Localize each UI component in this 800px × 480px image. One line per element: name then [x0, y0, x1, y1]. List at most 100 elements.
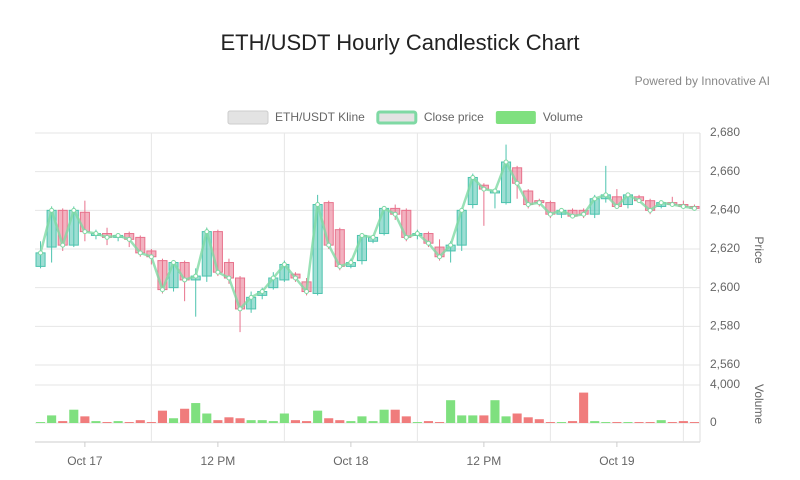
y-tick-label: 2,560 [710, 357, 740, 371]
close-point [82, 229, 88, 235]
y-axis-label: Price [752, 236, 766, 264]
volume-bar [213, 420, 223, 423]
candle-body [212, 231, 223, 273]
candle-body [79, 211, 90, 233]
volume-bar [324, 418, 334, 423]
close-line [39, 158, 695, 312]
candle-body [46, 209, 57, 248]
close-point [392, 211, 398, 217]
close-point [570, 213, 576, 219]
volume-bar [623, 422, 633, 423]
chart-subtitle: Powered by Innovative AI [635, 74, 770, 88]
volume-bar [446, 400, 456, 423]
close-point [437, 254, 443, 260]
volume-bar [301, 421, 312, 423]
volume-bar [58, 421, 68, 423]
volume-bar [534, 419, 544, 423]
volume-bar [556, 422, 567, 423]
y-tick-label: 2,640 [710, 203, 740, 217]
volume-bar [257, 420, 267, 423]
close-point [547, 211, 553, 217]
close-point [592, 196, 598, 202]
close-point [38, 250, 44, 256]
close-point [647, 207, 653, 213]
volume-bar [224, 417, 234, 423]
close-point [182, 277, 188, 283]
close-point [348, 260, 354, 266]
x-tick-label: Oct 18 [333, 454, 369, 468]
volume-bar [290, 420, 301, 423]
volume-bar [113, 421, 123, 423]
close-point [104, 234, 110, 240]
close-point [248, 294, 254, 300]
volume-bar [279, 413, 289, 423]
x-tick-label: 12 PM [467, 454, 502, 468]
volume-bar [368, 421, 378, 423]
close-point [337, 263, 343, 269]
close-point [481, 186, 487, 192]
legend-swatch [376, 110, 418, 125]
close-point [414, 231, 420, 237]
volume-bar [246, 420, 256, 423]
close-point [370, 234, 376, 240]
close-point [669, 202, 675, 208]
x-tick-label: 12 PM [201, 454, 236, 468]
volume-bar [313, 410, 323, 423]
volume-bar [180, 408, 190, 423]
close-point [115, 232, 121, 238]
y-tick-label: 2,680 [710, 125, 740, 139]
close-point [148, 254, 154, 260]
close-point [193, 273, 199, 279]
volume-bar [157, 410, 168, 423]
volume-bar [634, 422, 644, 423]
volume-bar [168, 418, 179, 423]
close-point [448, 242, 454, 248]
candle-body [323, 202, 334, 246]
volume-bar [346, 421, 356, 423]
close-point [171, 260, 177, 266]
volume-bar [689, 422, 700, 423]
volume-bar [35, 422, 46, 423]
volume-bar [412, 422, 422, 423]
y-tick-label: 2,580 [710, 319, 740, 333]
legend-label: Close price [424, 110, 484, 124]
candle-body [379, 207, 390, 235]
close-point [259, 289, 265, 295]
volume-bar [379, 409, 389, 423]
close-point [237, 306, 243, 312]
close-point [326, 242, 332, 248]
close-point [459, 207, 465, 213]
volume-bar [501, 416, 511, 423]
close-point [492, 188, 498, 194]
close-point [381, 205, 387, 211]
volume-bar [124, 422, 134, 423]
close-point [226, 275, 232, 281]
volume-bar [567, 421, 578, 423]
legend-swatch [227, 110, 269, 125]
close-point [137, 250, 143, 256]
close-point [425, 240, 431, 246]
candle-body [179, 262, 190, 281]
volume-bar [612, 422, 622, 423]
close-point [514, 180, 520, 186]
close-point [71, 207, 77, 213]
volume-bar [191, 403, 201, 423]
close-point [93, 231, 99, 237]
close-point [680, 203, 686, 209]
x-tick-label: Oct 17 [67, 454, 103, 468]
volume-bar [579, 392, 589, 423]
chart-title: ETH/USDT Hourly Candlestick Chart [220, 30, 579, 55]
volume-bar [479, 415, 489, 423]
legend-label: Volume [543, 110, 583, 124]
volume-bar [357, 416, 367, 423]
candle-body [57, 209, 68, 246]
volume-bar [601, 422, 611, 423]
close-point [215, 269, 221, 275]
volume-bar [80, 416, 90, 423]
volume-bar [47, 415, 57, 423]
y2-tick-label: 0 [710, 415, 717, 429]
x-tick-label: Oct 19 [599, 454, 635, 468]
legend-label: ETH/USDT Kline [275, 110, 365, 124]
candle-body [356, 234, 368, 262]
close-point [603, 192, 609, 198]
